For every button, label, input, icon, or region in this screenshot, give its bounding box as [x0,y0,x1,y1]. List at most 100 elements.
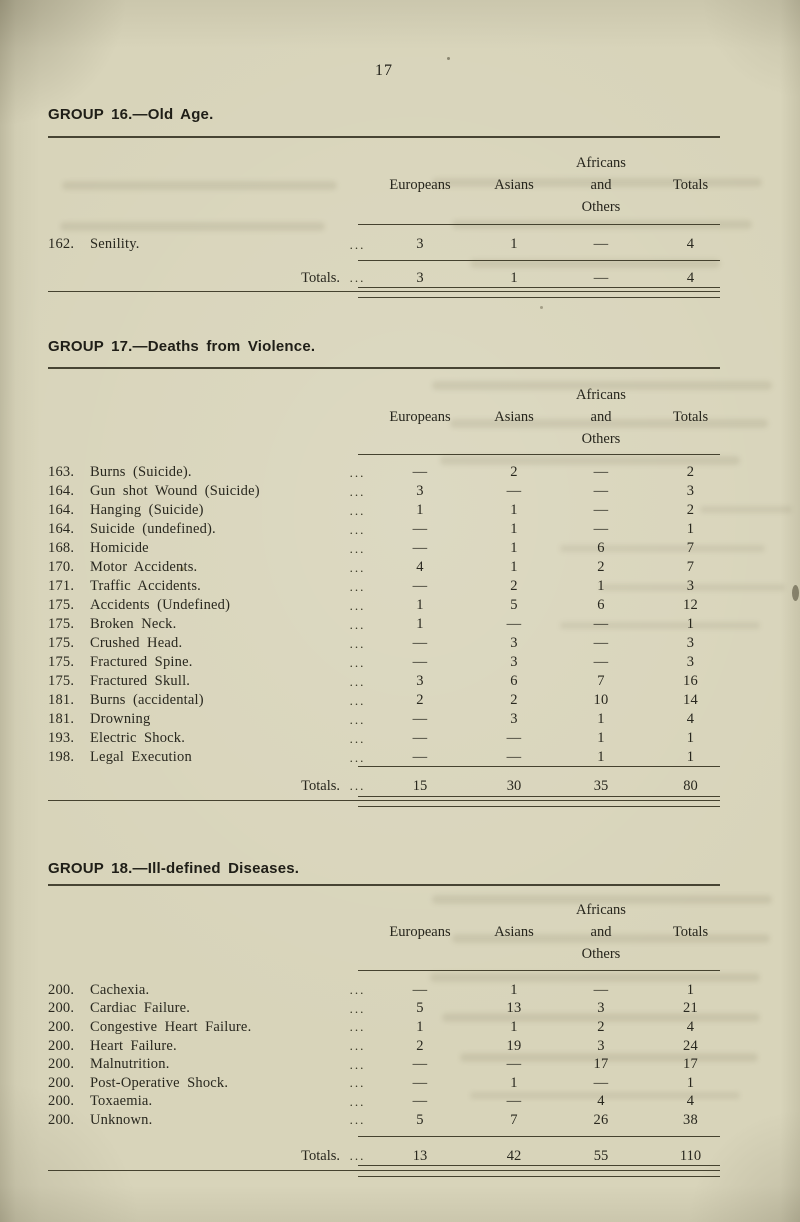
total-value: 2 [686,464,695,480]
leader-dots: ... [349,559,366,575]
asians-total: 42 [506,1147,522,1164]
europeans-value: 5 [416,1000,424,1017]
leader-dots: ... [349,1000,366,1016]
bleedthrough-smudge [452,934,770,943]
total-value: 1 [686,521,695,537]
leader-dots: ... [349,597,366,613]
column-header-europeans: Europeans [389,409,451,425]
europeans-value: 3 [416,483,424,499]
total-value: 17 [683,1056,698,1073]
europeans-value: — [412,1056,428,1073]
leader-dots: ... [349,692,366,708]
asians-value: 3 [510,635,518,651]
leader-dots: ... [349,982,366,998]
bottom-rule [48,800,720,802]
cause-label: Motor Accidents. [90,559,198,575]
africans-value: 26 [593,1111,609,1128]
leader-dots: ... [349,1019,366,1035]
totals-rule [358,1136,720,1138]
bottom-rule [358,796,720,798]
total-value: 4 [686,1093,695,1110]
table-row: 164. Hanging (Suicide) ... 1 1 — 2 [48,501,720,520]
europeans-value: 1 [416,616,424,632]
leader-dots: ... [349,654,366,670]
asians-value: — [506,1056,522,1073]
total-value: 24 [683,1037,698,1054]
asians-value: 5 [510,597,518,613]
header-underline [358,970,720,972]
leader-dots: ... [349,270,366,285]
cause-number: 175. [48,616,75,632]
bottom-rule [48,291,720,293]
asians-value: 1 [510,521,518,537]
africans-value: 3 [597,1037,605,1054]
asians-value: 2 [510,692,518,708]
asians-value: — [506,1093,522,1110]
africans-value: 4 [597,1093,605,1110]
table-row: 175. Accidents (Undefined) ... 1 5 6 12 [48,596,720,615]
europeans-value: 3 [416,236,424,252]
bleedthrough-smudge [432,178,762,187]
leader-dots: ... [349,730,366,746]
asians-value: 1 [510,540,518,556]
europeans-total: 13 [412,1147,428,1164]
total-value: 14 [683,692,698,708]
bleedthrough-smudge [600,584,785,591]
table-row: 200. Unknown. ... 5 7 26 38 [48,1111,720,1130]
totals-label: Totals. [301,777,340,794]
leader-dots: ... [349,1112,366,1128]
cause-number: 200. [48,1111,75,1128]
header-underline [358,224,720,226]
total-value: 3 [686,578,695,594]
asians-value: 19 [506,1037,522,1054]
bleedthrough-smudge [560,545,765,552]
group18-totals-row: Totals. ... 13 42 55 110 [48,1146,720,1166]
asians-value: 3 [510,654,518,670]
total-value: 7 [686,540,695,556]
group17-heading-rule [48,367,720,369]
group16-heading-rule [48,136,720,138]
africans-value: 10 [593,692,609,708]
cause-label: Toxaemia. [90,1093,153,1110]
bottom-rule [358,287,720,289]
table-row: 162. Senility. ... 3 1 — 4 [48,235,720,254]
table-row: 200. Cachexia. ... — 1 — 1 [48,981,720,1000]
leader-dots: ... [349,1093,366,1109]
cause-label: Heart Failure. [90,1037,177,1054]
table-row: 163. Burns (Suicide). ... — 2 — 2 [48,463,720,482]
table-row: 168. Homicide ... — 1 6 7 [48,539,720,558]
europeans-value: — [412,464,428,480]
cause-label: Senility. [90,236,140,252]
europeans-value: — [412,635,428,651]
total-value: 4 [686,711,695,727]
group17-table-header: Europeans Asians Africans and Others Tot… [48,384,720,450]
cause-label: Fractured Skull. [90,673,191,689]
bleedthrough-smudge [450,419,768,428]
ink-speck [447,57,450,60]
cause-number: 200. [48,1018,75,1035]
europeans-value: — [412,711,428,727]
asians-value: 2 [510,578,518,594]
total-value: 2 [686,502,695,518]
group18-heading: GROUP 18.—Ill-defined Diseases. [48,860,300,877]
bleedthrough-smudge [442,1013,760,1022]
table-row: 198. Legal Execution ... — — 1 1 [48,748,720,767]
africans-value: — [593,654,609,670]
bleedthrough-smudge [700,506,792,513]
asians-value: 7 [510,1111,518,1128]
leader-dots: ... [349,236,366,252]
cause-number: 163. [48,464,75,480]
total-value: 1 [686,616,695,632]
cause-number: 175. [48,654,75,670]
asians-value: 3 [510,711,518,727]
total-value: 1 [686,981,695,998]
cause-number: 164. [48,483,75,499]
leader-dots: ... [349,1038,366,1054]
total-value: 38 [683,1111,698,1128]
table-row: 200. Cardiac Failure. ... 5 13 3 21 [48,1000,720,1019]
africans-value: 1 [597,749,605,765]
europeans-value: 1 [416,502,424,518]
africans-value: — [593,236,609,252]
group16-table: Europeans Asians Africans and Others Tot… [48,152,720,312]
table-row: 175. Fractured Skull. ... 3 6 7 16 [48,672,720,691]
